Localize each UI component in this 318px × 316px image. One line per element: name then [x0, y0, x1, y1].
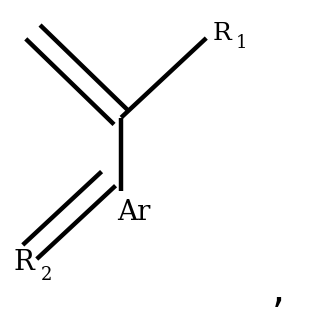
- Text: Ar: Ar: [117, 199, 150, 226]
- Text: 2: 2: [41, 266, 52, 284]
- Text: R: R: [14, 249, 35, 276]
- Text: 1: 1: [236, 33, 248, 52]
- Text: ,: ,: [272, 269, 286, 311]
- Text: R: R: [213, 22, 231, 45]
